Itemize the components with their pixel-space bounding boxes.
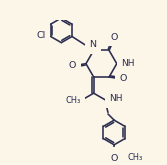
Text: NH: NH xyxy=(110,94,123,103)
Text: CH₃: CH₃ xyxy=(65,96,81,105)
Text: NH: NH xyxy=(121,59,135,68)
Text: O: O xyxy=(68,61,76,70)
Text: O: O xyxy=(119,74,127,83)
Text: O: O xyxy=(110,154,118,163)
Text: Cl: Cl xyxy=(36,31,45,40)
Text: CH₃: CH₃ xyxy=(127,153,142,162)
Text: N: N xyxy=(89,40,96,49)
Text: O: O xyxy=(111,33,118,42)
